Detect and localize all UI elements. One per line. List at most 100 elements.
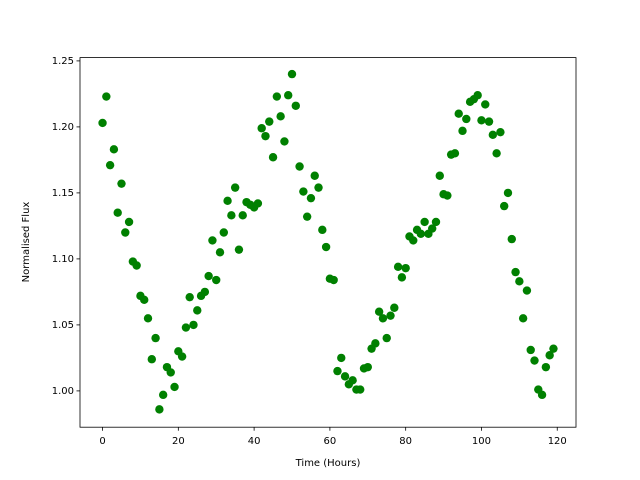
point — [215, 248, 225, 257]
point — [473, 91, 482, 100]
point — [420, 217, 429, 227]
point — [208, 236, 217, 245]
point — [102, 92, 111, 101]
point — [295, 162, 304, 171]
point — [435, 171, 444, 180]
plot-frame — [79, 57, 577, 428]
point — [212, 275, 221, 285]
point — [105, 160, 115, 170]
point — [204, 271, 213, 281]
point — [499, 201, 509, 211]
y-tick-label: 1.05 — [52, 320, 74, 331]
point — [140, 295, 149, 305]
point — [219, 228, 228, 237]
point — [321, 242, 331, 252]
point — [386, 311, 395, 320]
y-axis-label: Normalised Flux — [21, 202, 32, 283]
y-tick-label: 1.00 — [52, 386, 74, 397]
point — [132, 261, 141, 270]
y-tick-label: 1.15 — [52, 188, 74, 199]
point — [518, 314, 528, 323]
point — [265, 117, 274, 126]
point — [257, 124, 266, 133]
point — [158, 390, 168, 400]
point — [390, 303, 399, 312]
point — [314, 183, 323, 192]
point — [378, 314, 388, 323]
point — [124, 217, 134, 227]
point — [261, 131, 270, 141]
point — [276, 112, 285, 121]
y-tick-label: 1.10 — [52, 254, 74, 265]
point — [121, 228, 130, 237]
point — [238, 211, 247, 220]
point — [151, 333, 160, 343]
point — [488, 130, 498, 140]
point — [545, 351, 554, 360]
point — [393, 262, 403, 272]
point — [185, 292, 194, 302]
point — [306, 193, 316, 203]
point — [481, 100, 490, 109]
point — [227, 211, 236, 220]
point — [511, 267, 520, 277]
y-tick-label: 1.20 — [52, 122, 74, 133]
point — [382, 333, 391, 343]
point — [431, 217, 441, 227]
point — [117, 179, 126, 188]
x-tick-label: 40 — [248, 436, 261, 447]
point — [356, 385, 365, 394]
x-tick-label: 0 — [99, 436, 105, 447]
point — [166, 368, 175, 377]
point — [397, 273, 407, 282]
point — [291, 101, 300, 110]
point — [443, 191, 452, 200]
x-tick-label: 80 — [399, 436, 412, 447]
point — [200, 287, 210, 297]
point — [416, 229, 426, 239]
point — [401, 263, 410, 273]
point — [147, 355, 157, 364]
x-tick-label: 100 — [472, 436, 491, 447]
point — [155, 405, 164, 414]
x-tick-label: 20 — [172, 436, 185, 447]
point — [409, 236, 418, 245]
point — [363, 362, 372, 372]
point — [170, 382, 179, 392]
point — [280, 137, 289, 146]
point — [143, 314, 153, 323]
point — [458, 126, 467, 136]
point — [272, 92, 282, 101]
point — [287, 69, 297, 79]
point — [537, 390, 547, 400]
point — [522, 286, 532, 295]
point — [329, 275, 338, 285]
point — [549, 344, 558, 353]
x-axis-label: Time (Hours) — [295, 458, 361, 469]
point — [109, 145, 119, 154]
point — [284, 91, 293, 100]
point — [333, 366, 342, 376]
point — [428, 224, 437, 233]
point — [503, 188, 513, 198]
point — [541, 362, 551, 372]
point — [268, 153, 278, 162]
x-tick-label: 60 — [324, 436, 337, 447]
y-tick-label: 1.25 — [52, 56, 74, 67]
point — [530, 356, 539, 365]
point — [302, 212, 312, 221]
point — [450, 149, 460, 158]
point — [223, 196, 232, 206]
point — [189, 320, 198, 330]
point — [492, 149, 501, 158]
point — [318, 225, 327, 235]
point — [462, 114, 471, 124]
point — [454, 109, 463, 118]
point — [181, 323, 191, 332]
point — [340, 372, 350, 381]
point — [310, 171, 319, 180]
point — [374, 307, 384, 316]
point — [484, 117, 494, 126]
